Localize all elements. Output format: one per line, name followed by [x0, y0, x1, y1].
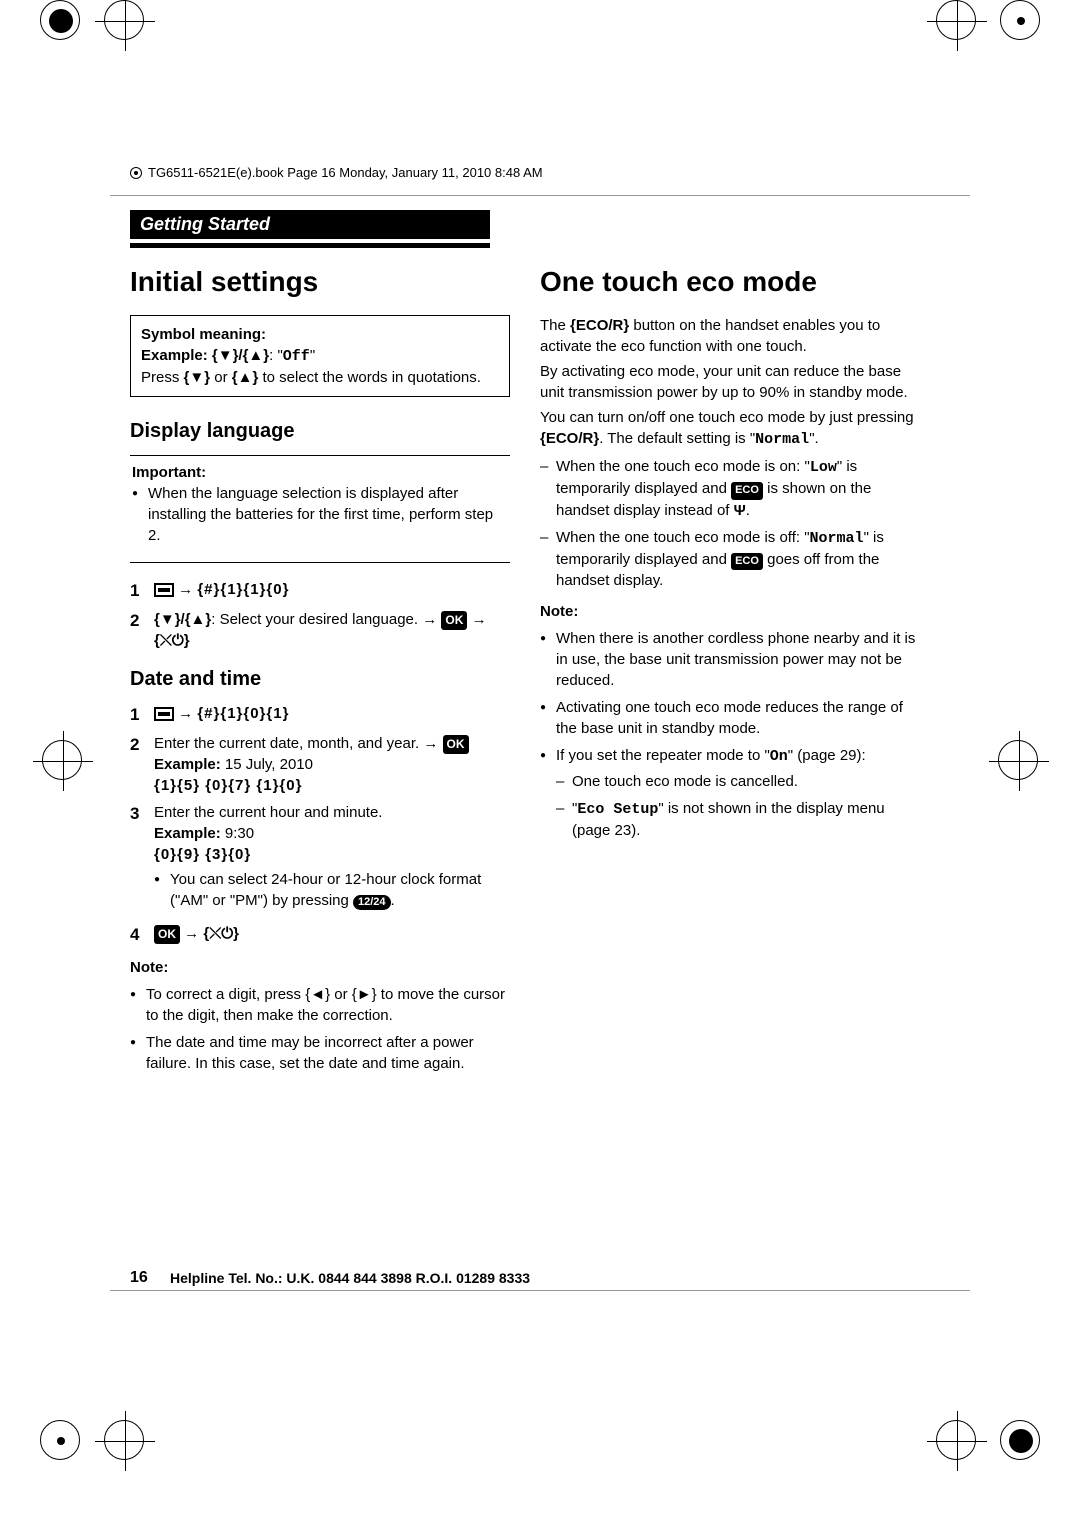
right-column: One touch eco mode The {ECO/R} button on…: [540, 262, 920, 1080]
crop-cross: [104, 0, 144, 40]
left-column: Initial settings Symbol meaning: Example…: [130, 262, 510, 1080]
down-icon: ▼: [189, 369, 204, 386]
important-box: Important: When the language selection i…: [130, 455, 510, 563]
up-icon: ▲: [191, 611, 206, 628]
off-icon: ⤬⏻: [209, 925, 233, 942]
page-content: TG6511-6521E(e).book Page 16 Monday, Jan…: [130, 165, 950, 1365]
crop-line-bottom: [110, 1290, 970, 1291]
note-heading-right: Note:: [540, 601, 920, 622]
ok-key: OK: [443, 735, 469, 754]
dl-step-2: 2 {▼}/{▲}: Select your desired language.…: [130, 609, 510, 651]
example-label: Example:: [141, 347, 212, 364]
dl-step2-text: : Select your desired language.: [211, 611, 422, 628]
right-note-1: When there is another cordless phone nea…: [540, 628, 920, 691]
off-icon: ⤬⏻: [160, 632, 184, 649]
date-time-heading: Date and time: [130, 665, 510, 693]
ok-key: OK: [154, 925, 180, 944]
dt-step3-text: Enter the current hour and minute.: [154, 804, 382, 821]
dt-ex2-label: Example:: [154, 756, 225, 773]
left-note-2: The date and time may be incorrect after…: [130, 1032, 510, 1074]
eco-p3: You can turn on/off one touch eco mode b…: [540, 407, 920, 450]
book-header: TG6511-6521E(e).book Page 16 Monday, Jan…: [130, 165, 950, 180]
symbol-press-a: Press: [141, 369, 184, 386]
dt-step3-keys: {0}{9} {3}{0}: [154, 846, 251, 863]
eco-title: One touch eco mode: [540, 262, 920, 301]
page-footer: 16 Helpline Tel. No.: U.K. 0844 844 3898…: [130, 1269, 950, 1287]
crop-circle: [1000, 1420, 1040, 1460]
menu-icon: [154, 707, 174, 721]
right-note3-sub2: "Eco Setup" is not shown in the display …: [556, 798, 920, 841]
menu-icon: [154, 583, 174, 597]
down-icon: ▼: [160, 611, 175, 628]
page-number: 16: [130, 1269, 170, 1287]
eco-dash-2: When the one touch eco mode is off: "Nor…: [540, 527, 920, 591]
dt-step3-bullet: You can select 24-hour or 12-hour clock …: [154, 869, 510, 911]
crop-cross: [104, 1420, 144, 1460]
dt-step-1: 1 → {#}{1}{0}{1}: [130, 703, 510, 727]
symbol-meaning-box: Symbol meaning: Example: {▼}/{▲}: "Off" …: [130, 315, 510, 397]
helpline-text: Helpline Tel. No.: U.K. 0844 844 3898 R.…: [170, 1270, 530, 1286]
ok-key: OK: [441, 611, 467, 630]
right-note-3: If you set the repeater mode to "On" (pa…: [540, 745, 920, 841]
right-note3-sub1: One touch eco mode is cancelled.: [556, 771, 920, 792]
crop-left-mid: [42, 740, 82, 780]
antenna-icon: Ψ: [734, 502, 746, 519]
heavy-rule: [130, 243, 490, 248]
important-bullet: When the language selection is displayed…: [132, 483, 508, 546]
crop-dot: [1000, 0, 1040, 40]
up-icon: ▲: [248, 347, 263, 364]
dt-step-3: 3 Enter the current hour and minute. Exa…: [130, 802, 510, 917]
crop-cross: [936, 0, 976, 40]
dt-step-4: 4 OK → {⤬⏻}: [130, 923, 510, 947]
eco-badge: ECO: [731, 553, 763, 570]
section-header: Getting Started: [130, 210, 490, 239]
dl-step-1: 1 → {#}{1}{1}{0}: [130, 579, 510, 603]
eco-badge: ECO: [731, 482, 763, 499]
dl-step1-keys: {#}{1}{1}{0}: [197, 581, 289, 598]
dt-ex2-val: 15 July, 2010: [225, 756, 313, 773]
down-icon: ▼: [218, 347, 233, 364]
eco-dash-1: When the one touch eco mode is on: "Low"…: [540, 456, 920, 520]
dt-ex3-val: 9:30: [225, 825, 254, 842]
dt-step2-text: Enter the current date, month, and year.: [154, 735, 423, 752]
dt-ex3-label: Example:: [154, 825, 225, 842]
symbol-meaning-label: Symbol meaning:: [141, 326, 266, 343]
dt-step-2: 2 Enter the current date, month, and yea…: [130, 733, 510, 796]
important-label: Important:: [132, 464, 206, 481]
crop-right-mid: [998, 740, 1038, 780]
crop-circle: [40, 0, 80, 40]
initial-settings-title: Initial settings: [130, 262, 510, 301]
dt-step2-keys: {1}{5} {0}{7} {1}{0}: [154, 777, 302, 794]
left-note-1: To correct a digit, press {◄} or {►} to …: [130, 984, 510, 1026]
1224-icon: 12/24: [353, 895, 391, 910]
display-language-heading: Display language: [130, 417, 510, 445]
eco-p1: The {ECO/R} button on the handset enable…: [540, 315, 920, 357]
crop-cross: [936, 1420, 976, 1460]
symbol-press-c: to select the words in quotations.: [262, 369, 480, 386]
eco-p2: By activating eco mode, your unit can re…: [540, 361, 920, 403]
right-note-2: Activating one touch eco mode reduces th…: [540, 697, 920, 739]
symbol-press-b: or: [214, 369, 232, 386]
header-text: TG6511-6521E(e).book Page 16 Monday, Jan…: [148, 165, 543, 180]
note-heading-left: Note:: [130, 957, 510, 978]
crop-dot: [40, 1420, 80, 1460]
up-icon: ▲: [238, 369, 253, 386]
dt-step1-keys: {#}{1}{0}{1}: [197, 705, 289, 722]
